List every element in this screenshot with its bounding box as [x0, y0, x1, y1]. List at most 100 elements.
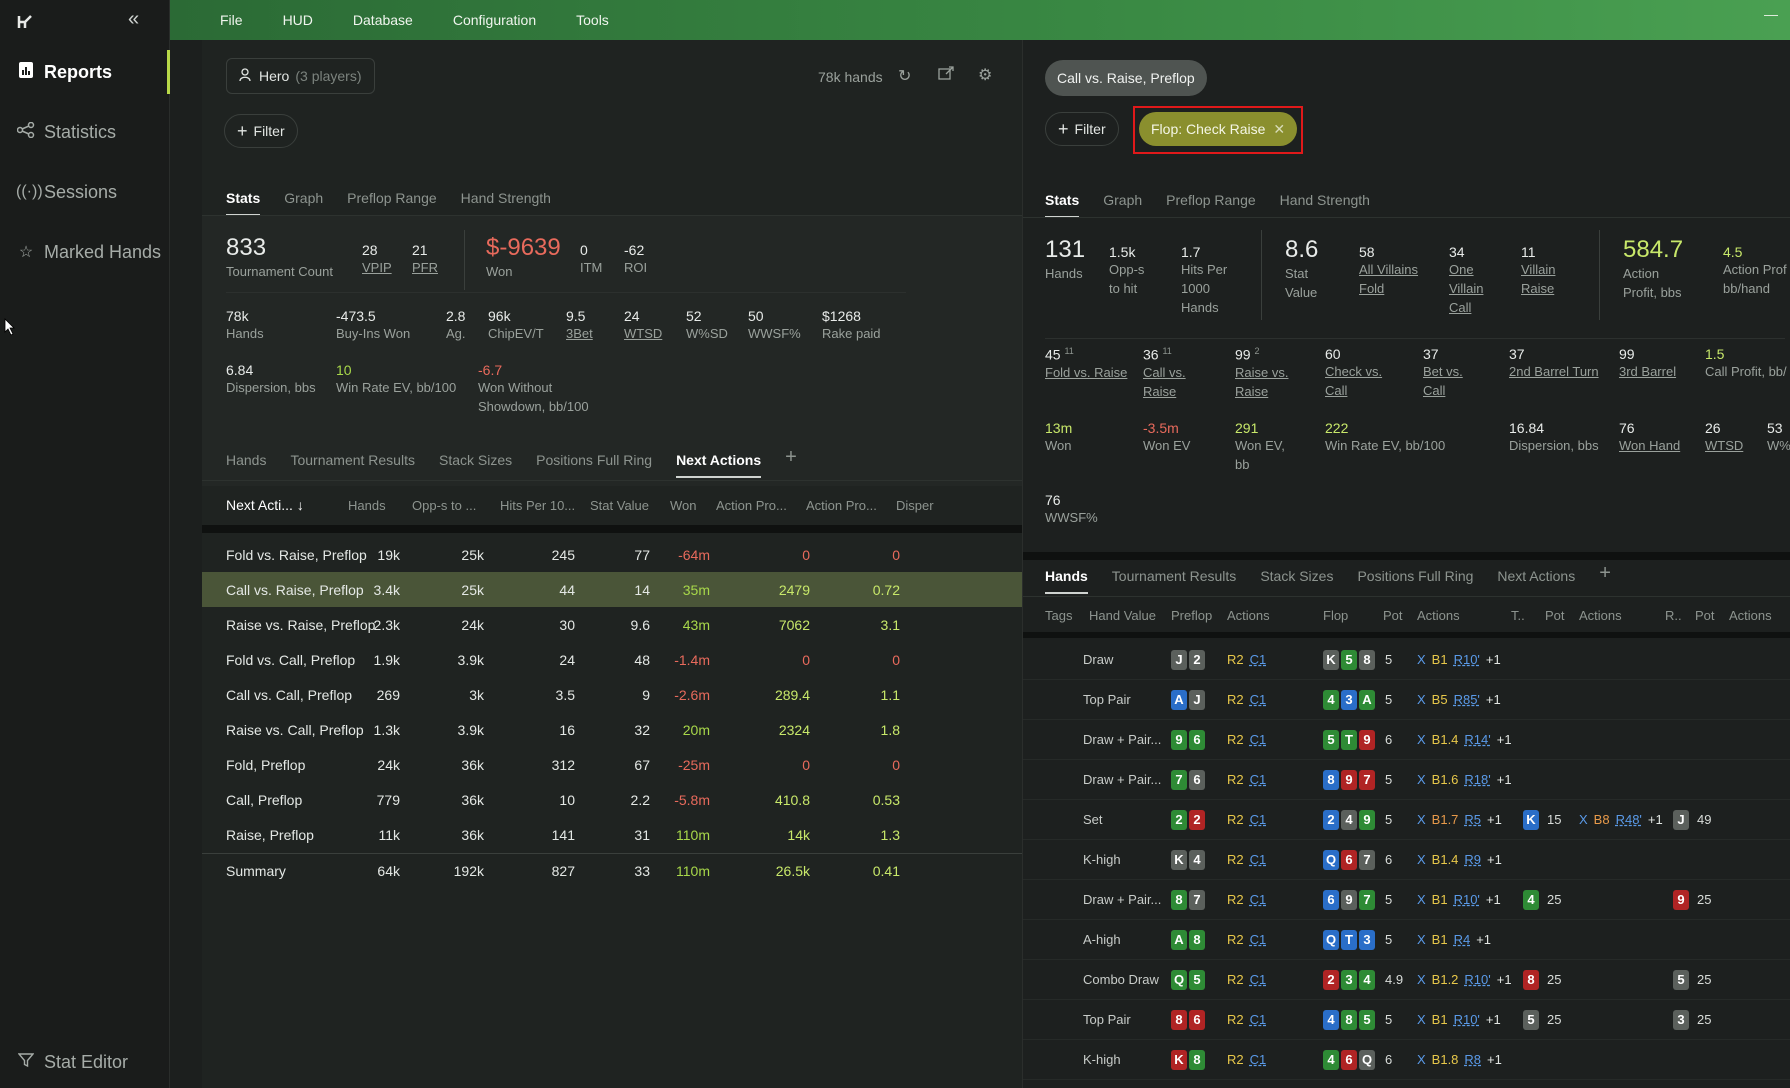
column-flop-pot[interactable]: Pot: [1383, 608, 1403, 623]
export-icon[interactable]: [938, 66, 954, 83]
active-filter-chip[interactable]: Flop: Check Raise ✕: [1139, 112, 1298, 146]
menu-database[interactable]: Database: [352, 12, 413, 28]
column-preflop-actions[interactable]: Actions: [1227, 608, 1270, 623]
sidebar-item-statistics[interactable]: Statistics: [0, 110, 170, 154]
tab-preflop-range[interactable]: Preflop Range: [1166, 192, 1256, 208]
add-filter-button[interactable]: + Filter: [224, 114, 298, 148]
stat-wtsd[interactable]: 26 WTSD: [1705, 420, 1744, 453]
tab-tournament-results[interactable]: Tournament Results: [1111, 568, 1237, 584]
column-river[interactable]: R..: [1665, 608, 1682, 623]
hand-row[interactable]: Set 2 2 R2 C1 2 4 9 5 X B1.7 R5 +1 K 15 X B8 R48' +1 J 49: [1023, 800, 1790, 840]
column-action-profit-1[interactable]: Action Pro...: [716, 498, 787, 513]
close-icon[interactable]: ✕: [1273, 120, 1286, 137]
column-dispersion[interactable]: Disper: [896, 498, 934, 513]
table-row[interactable]: Fold, Preflop 24k 36k 312 67 -25m 0 0: [202, 747, 1022, 782]
sidebar-item-stat-editor[interactable]: Stat Editor: [0, 1040, 170, 1084]
column-action-profit-2[interactable]: Action Pro...: [806, 498, 877, 513]
stat-won-hand[interactable]: 76 Won Hand: [1619, 420, 1681, 453]
tab-positions-full-ring[interactable]: Positions Full Ring: [536, 452, 653, 468]
stat-wtsd[interactable]: 24 WTSD: [624, 308, 663, 341]
table-row[interactable]: Raise vs. Call, Preflop 1.3k 3.9k 16 32 20m 23…: [202, 712, 1022, 747]
column-preflop[interactable]: Preflop: [1171, 608, 1213, 623]
column-river-pot[interactable]: Pot: [1695, 608, 1715, 623]
hand-row[interactable]: Draw J 2 R2 C1 K 5 8 5 X B1 R10' +1: [1023, 640, 1790, 680]
stat-check-vs-call[interactable]: 60 Check vs. Call: [1325, 346, 1383, 398]
tab-graph[interactable]: Graph: [284, 190, 324, 206]
refresh-icon[interactable]: ↻: [898, 68, 912, 85]
menu-hud[interactable]: HUD: [282, 12, 313, 28]
hand-row[interactable]: Draw + Pair... 9 6 R2 C1 5 T 9 6 X B1.4 R14' +1: [1023, 720, 1790, 760]
gear-icon[interactable]: ⚙: [978, 67, 993, 84]
stat-3rd-barrel[interactable]: 99 3rd Barrel: [1619, 346, 1677, 379]
column-flop-actions[interactable]: Actions: [1417, 608, 1460, 623]
sidebar-item-sessions[interactable]: ((·)) Sessions: [0, 170, 170, 214]
tab-hand-strength[interactable]: Hand Strength: [460, 190, 551, 206]
stat-3bet[interactable]: 9.5 3Bet: [566, 308, 593, 341]
menu-file[interactable]: File: [220, 12, 243, 28]
column-tags[interactable]: Tags: [1045, 608, 1073, 623]
summary-row[interactable]: Summary 64k 192k 827 33 110m 26.5k 0.41: [202, 853, 1022, 888]
table-row[interactable]: Call vs. Call, Preflop 269 3k 3.5 9 -2.6m 289.…: [202, 677, 1022, 712]
sidebar-item-marked-hands[interactable]: ☆ Marked Hands: [0, 230, 170, 274]
context-pill[interactable]: Call vs. Raise, Preflop: [1045, 60, 1207, 96]
tab-hands[interactable]: Hands: [226, 452, 267, 468]
table-row[interactable]: Call vs. Raise, Preflop 3.4k 25k 44 14 35m 247…: [202, 572, 1022, 607]
add-tab-icon[interactable]: +: [785, 446, 797, 468]
add-tab-icon[interactable]: +: [1599, 562, 1611, 584]
column-stat-value[interactable]: Stat Value: [590, 498, 650, 513]
table-row[interactable]: Fold vs. Raise, Preflop 19k 25k 245 77 -64m 0 0: [202, 537, 1022, 572]
hand-row[interactable]: Draw + Pair... 7 6 R2 C1 8 9 7 5 X B1.6 R18' +1: [1023, 760, 1790, 800]
minimize-button[interactable]: —: [1764, 6, 1778, 22]
stat-bet-vs-call[interactable]: 37 Bet vs. Call: [1423, 346, 1463, 398]
column-hands[interactable]: Hands: [348, 498, 386, 513]
add-filter-button[interactable]: + Filter: [1045, 112, 1119, 146]
tab-graph[interactable]: Graph: [1103, 192, 1143, 208]
stat-fold-vs-raise[interactable]: 45 11 Fold vs. Raise: [1045, 346, 1128, 380]
column-won[interactable]: Won: [670, 498, 697, 513]
column-opps[interactable]: Opp-s to ...: [412, 498, 477, 513]
hand-row[interactable]: K-high K 8 R2 C1 4 6 Q 6 X B1.8 R8 +1: [1023, 1040, 1790, 1080]
stat-2nd-barrel-turn[interactable]: 37 2nd Barrel Turn: [1509, 346, 1599, 379]
tab-stack-sizes[interactable]: Stack Sizes: [438, 452, 513, 468]
menu-configuration[interactable]: Configuration: [452, 12, 537, 28]
stat-raise-vs-raise[interactable]: 99 2 Raise vs. Raise: [1235, 346, 1289, 399]
tab-positions-full-ring[interactable]: Positions Full Ring: [1357, 568, 1474, 584]
column-hits-per[interactable]: Hits Per 10...: [500, 498, 576, 513]
table-row[interactable]: Call, Preflop 779 36k 10 2.2 -5.8m 410.8 0.53: [202, 782, 1022, 817]
column-turn-pot[interactable]: Pot: [1545, 608, 1565, 623]
hand-row[interactable]: Top Pair 8 6 R2 C1 4 8 5 5 X B1 R10' +1 5 25 3 25: [1023, 1000, 1790, 1040]
hand-row[interactable]: Combo Draw Q 5 R2 C1 2 3 4 4.9 X B1.2 R10' +1 8 25 5 25: [1023, 960, 1790, 1000]
stat-call-vs-raise[interactable]: 36 11 Call vs. Raise: [1143, 346, 1186, 399]
player-selector[interactable]: Hero (3 players): [226, 58, 375, 94]
tab-next-actions[interactable]: Next Actions: [1497, 568, 1576, 584]
hand-row[interactable]: K-high K 4 R2 C1 Q 6 7 6 X B1.4 R9 +1: [1023, 840, 1790, 880]
collapse-sidebar-icon[interactable]: «: [128, 8, 140, 30]
stat-villain-raise[interactable]: 11 Villain Raise: [1521, 244, 1556, 296]
column-turn[interactable]: T..: [1511, 608, 1525, 623]
tab-next-actions[interactable]: Next Actions: [676, 452, 762, 478]
stat-one-villain-call[interactable]: 34 One Villain Call: [1449, 244, 1484, 315]
hand-row[interactable]: Top Pair A J R2 C1 4 3 A 5 X B5 R85' +1: [1023, 680, 1790, 720]
hand-row[interactable]: Draw + Pair... 8 7 R2 C1 6 9 7 5 X B1 R10' +1 4 25 9 25: [1023, 880, 1790, 920]
table-row[interactable]: Fold vs. Call, Preflop 1.9k 3.9k 24 48 -1.4m 0…: [202, 642, 1022, 677]
tab-preflop-range[interactable]: Preflop Range: [347, 190, 437, 206]
column-turn-actions[interactable]: Actions: [1579, 608, 1622, 623]
stat-pfr[interactable]: 21 PFR: [412, 242, 438, 275]
tab-stack-sizes[interactable]: Stack Sizes: [1260, 568, 1334, 584]
table-row[interactable]: Raise vs. Raise, Preflop 2.3k 24k 30 9.6 43m 7…: [202, 607, 1022, 642]
hand-row[interactable]: A-high A 8 R2 C1 Q T 3 5 X B1 R4 +1: [1023, 920, 1790, 960]
tab-hands[interactable]: Hands: [1045, 568, 1088, 594]
column-next-action[interactable]: Next Acti... ↓: [226, 497, 304, 513]
column-river-actions[interactable]: Actions: [1729, 608, 1772, 623]
menu-tools[interactable]: Tools: [576, 12, 609, 28]
column-hand-value[interactable]: Hand Value: [1089, 608, 1156, 623]
tab-tournament-results[interactable]: Tournament Results: [290, 452, 415, 468]
tab-stats[interactable]: Stats: [226, 190, 261, 216]
tab-hand-strength[interactable]: Hand Strength: [1279, 192, 1370, 208]
table-row[interactable]: Raise, Preflop 11k 36k 141 31 110m 14k 1.3: [202, 817, 1022, 852]
stat-all-villains-fold[interactable]: 58 All Villains Fold: [1359, 244, 1419, 296]
stat-vpip[interactable]: 28 VPIP: [362, 242, 392, 275]
column-flop[interactable]: Flop: [1323, 608, 1349, 623]
sidebar-item-reports[interactable]: Reports: [0, 50, 170, 94]
tab-stats[interactable]: Stats: [1045, 192, 1080, 218]
